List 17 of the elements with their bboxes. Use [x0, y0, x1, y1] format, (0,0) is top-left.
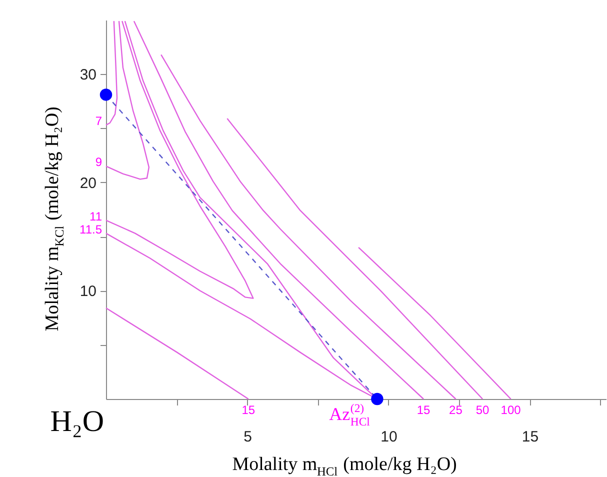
annotation: 100 — [500, 403, 522, 417]
y-tick-label: 10 — [80, 283, 96, 300]
text: H₂O — [50, 405, 104, 438]
x-tick-label: 15 — [522, 428, 539, 446]
annotation: 25 — [449, 403, 463, 417]
annotation: 11.5 — [80, 222, 102, 236]
y-tick-label: 30 — [80, 66, 96, 84]
annotation: 9 — [95, 155, 102, 170]
annotation: 7 — [95, 114, 102, 128]
y-axis-title: Molality mKCl (mole/kg H₂O) — [42, 106, 67, 332]
annotation: 15 — [242, 403, 256, 417]
annotation: 15 — [416, 403, 431, 417]
annotation: 50 — [476, 403, 490, 417]
annotation: 11 — [90, 209, 102, 224]
x-tick-label: 5 — [244, 428, 252, 446]
y-tick-label: 20 — [80, 174, 96, 192]
x-tick-label: 10 — [380, 428, 398, 446]
